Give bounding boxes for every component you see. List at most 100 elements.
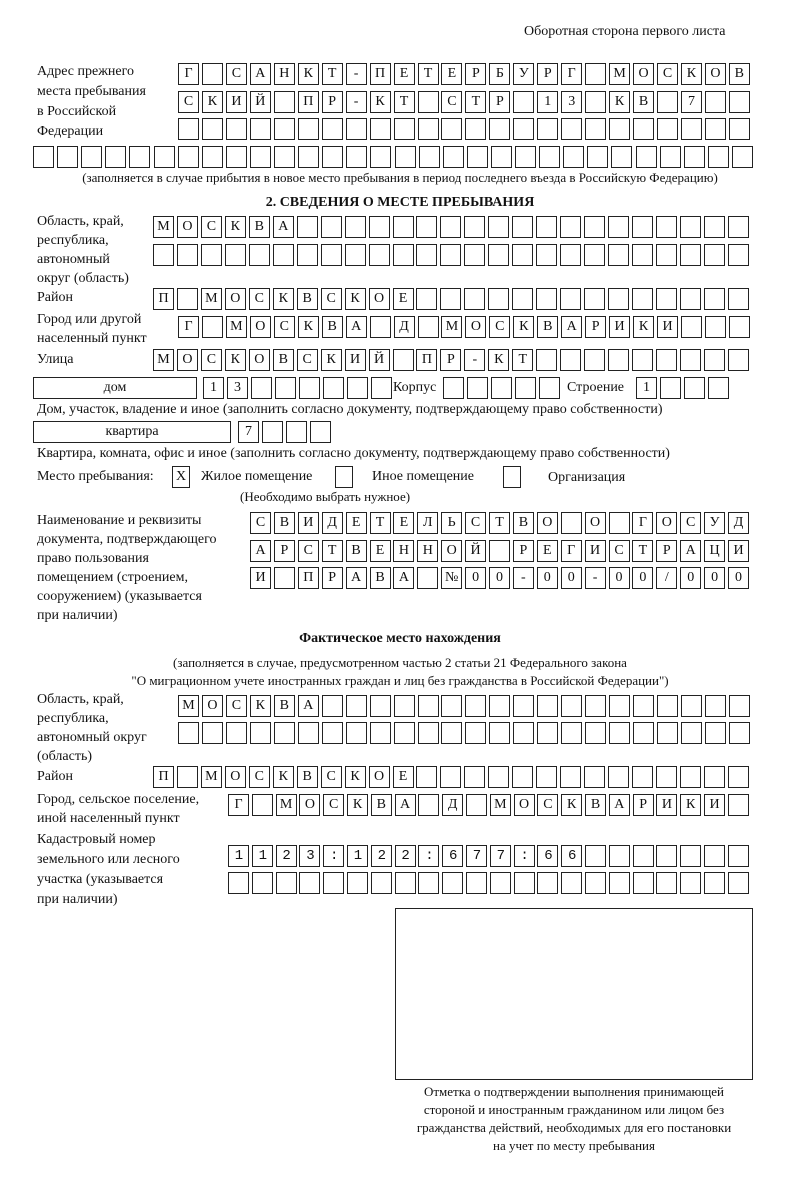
char-cell[interactable] bbox=[370, 377, 392, 399]
char-cell[interactable] bbox=[488, 766, 510, 788]
char-cell[interactable] bbox=[537, 118, 559, 140]
char-cell[interactable]: К bbox=[201, 91, 223, 113]
char-cell[interactable] bbox=[346, 377, 368, 399]
char-cell[interactable]: О bbox=[224, 288, 246, 310]
char-cell[interactable] bbox=[201, 63, 223, 85]
char-cell[interactable] bbox=[297, 722, 319, 744]
char-cell[interactable]: О bbox=[249, 316, 271, 338]
char-cell[interactable]: К bbox=[347, 794, 368, 816]
char-cell[interactable] bbox=[417, 316, 439, 338]
char-cell[interactable]: Р bbox=[440, 349, 462, 371]
char-cell[interactable] bbox=[464, 288, 486, 310]
char-cell[interactable] bbox=[369, 722, 391, 744]
residential-checkbox[interactable]: X bbox=[172, 466, 190, 488]
char-cell[interactable] bbox=[490, 146, 512, 168]
char-cell[interactable] bbox=[57, 146, 79, 168]
char-cell[interactable]: К bbox=[272, 766, 294, 788]
char-cell[interactable]: 0 bbox=[465, 567, 487, 589]
char-cell[interactable] bbox=[632, 845, 654, 867]
char-cell[interactable]: И bbox=[225, 91, 247, 113]
char-cell[interactable]: П bbox=[153, 288, 174, 310]
char-cell[interactable] bbox=[513, 722, 535, 744]
char-cell[interactable] bbox=[466, 845, 487, 867]
char-cell[interactable] bbox=[560, 244, 582, 266]
char-cell[interactable] bbox=[584, 766, 606, 788]
char-cell[interactable]: С bbox=[320, 766, 342, 788]
char-cell[interactable] bbox=[200, 244, 222, 266]
char-cell[interactable] bbox=[656, 845, 678, 867]
char-cell[interactable] bbox=[633, 118, 655, 140]
char-cell[interactable]: А bbox=[345, 316, 367, 338]
char-cell[interactable] bbox=[632, 766, 653, 788]
char-cell[interactable]: С bbox=[489, 316, 511, 338]
char-cell[interactable] bbox=[417, 695, 439, 717]
char-cell[interactable] bbox=[513, 845, 535, 867]
char-cell[interactable]: О bbox=[536, 512, 558, 534]
char-cell[interactable] bbox=[727, 845, 749, 867]
organization-checkbox[interactable] bbox=[503, 466, 521, 488]
char-cell[interactable] bbox=[285, 421, 307, 443]
char-cell[interactable] bbox=[417, 567, 439, 589]
char-cell[interactable] bbox=[490, 377, 512, 399]
char-cell[interactable] bbox=[393, 722, 415, 744]
char-cell[interactable] bbox=[466, 794, 487, 816]
char-cell[interactable] bbox=[704, 91, 726, 113]
char-cell[interactable]: И bbox=[728, 540, 749, 562]
char-cell[interactable] bbox=[655, 244, 677, 266]
char-cell[interactable] bbox=[418, 794, 440, 816]
char-cell[interactable]: А bbox=[561, 316, 583, 338]
char-cell[interactable] bbox=[680, 316, 702, 338]
char-cell[interactable] bbox=[299, 872, 321, 894]
char-cell[interactable] bbox=[704, 316, 726, 338]
char-cell[interactable]: П bbox=[416, 349, 438, 371]
char-cell[interactable] bbox=[680, 695, 702, 717]
char-cell[interactable]: 0 bbox=[560, 567, 582, 589]
char-cell[interactable]: Г bbox=[632, 512, 654, 534]
char-cell[interactable] bbox=[608, 244, 630, 266]
char-cell[interactable]: Д bbox=[393, 316, 415, 338]
char-cell[interactable]: К bbox=[633, 316, 655, 338]
char-cell[interactable]: Р bbox=[321, 567, 343, 589]
char-cell[interactable] bbox=[441, 695, 463, 717]
char-cell[interactable]: Б bbox=[489, 63, 511, 85]
char-cell[interactable]: И bbox=[297, 512, 319, 534]
char-cell[interactable] bbox=[201, 118, 223, 140]
char-cell[interactable]: В bbox=[728, 63, 750, 85]
char-cell[interactable] bbox=[560, 512, 582, 534]
char-cell[interactable]: А bbox=[249, 63, 271, 85]
char-cell[interactable]: Н bbox=[273, 63, 295, 85]
char-cell[interactable]: Д bbox=[728, 512, 749, 534]
char-cell[interactable]: - bbox=[345, 63, 367, 85]
char-cell[interactable] bbox=[727, 349, 749, 371]
char-cell[interactable] bbox=[608, 872, 630, 894]
char-cell[interactable]: М bbox=[225, 316, 247, 338]
char-cell[interactable]: 1 bbox=[203, 377, 224, 399]
char-cell[interactable] bbox=[443, 377, 464, 399]
char-cell[interactable]: Е bbox=[536, 540, 558, 562]
char-cell[interactable] bbox=[512, 216, 534, 238]
char-cell[interactable] bbox=[251, 794, 273, 816]
char-cell[interactable]: С bbox=[465, 512, 487, 534]
char-cell[interactable] bbox=[584, 244, 606, 266]
char-cell[interactable] bbox=[585, 872, 606, 894]
char-cell[interactable] bbox=[201, 316, 223, 338]
char-cell[interactable] bbox=[488, 244, 510, 266]
char-cell[interactable]: 0 bbox=[680, 567, 702, 589]
char-cell[interactable] bbox=[261, 421, 283, 443]
char-cell[interactable] bbox=[344, 216, 366, 238]
char-cell[interactable]: М bbox=[200, 766, 222, 788]
char-cell[interactable]: - bbox=[345, 91, 367, 113]
char-cell[interactable] bbox=[275, 872, 297, 894]
char-cell[interactable] bbox=[727, 216, 749, 238]
char-cell[interactable] bbox=[731, 146, 753, 168]
char-cell[interactable] bbox=[727, 766, 749, 788]
char-cell[interactable]: Е bbox=[345, 512, 367, 534]
char-cell[interactable] bbox=[178, 118, 199, 140]
char-cell[interactable] bbox=[392, 349, 414, 371]
char-cell[interactable] bbox=[370, 146, 392, 168]
char-cell[interactable] bbox=[632, 216, 653, 238]
char-cell[interactable] bbox=[584, 288, 606, 310]
char-cell[interactable] bbox=[368, 216, 390, 238]
char-cell[interactable]: С bbox=[200, 216, 222, 238]
char-cell[interactable] bbox=[368, 244, 390, 266]
